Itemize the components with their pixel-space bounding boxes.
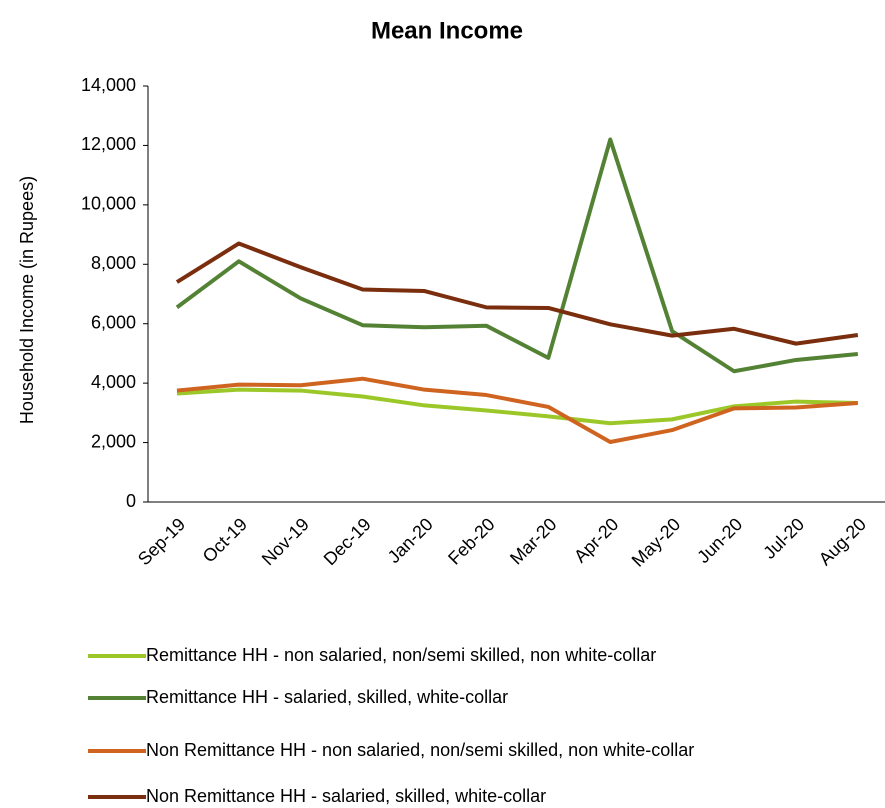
y-tick-label: 10,000 [81, 194, 136, 214]
y-tick-label: 12,000 [81, 134, 136, 154]
x-tick-label: Jan-20 [384, 514, 437, 567]
y-tick-label: 4,000 [91, 372, 136, 392]
x-tick-label: Aug-20 [815, 514, 870, 569]
x-tick-label: Nov-19 [258, 514, 313, 569]
series-line [176, 376, 858, 444]
legend-label: Non Remittance HH - salaried, skilled, w… [146, 786, 546, 806]
y-tick-label: 8,000 [91, 253, 136, 273]
chart-title: Mean Income [371, 17, 523, 44]
series-line [176, 387, 858, 426]
x-tick-label: Apr-20 [570, 514, 622, 566]
y-tick-label: 2,000 [91, 431, 136, 451]
legend-label: Remittance HH - salaried, skilled, white… [146, 687, 508, 707]
legend-label: Non Remittance HH - non salaried, non/se… [146, 740, 694, 760]
y-tick-label: 14,000 [81, 75, 136, 95]
x-tick-label: Jul-20 [759, 514, 808, 563]
x-tick-label: Feb-20 [444, 514, 498, 568]
x-tick-label: Oct-19 [199, 514, 251, 566]
x-tick-label: Dec-19 [320, 514, 375, 569]
series-line [175, 241, 859, 346]
x-tick-label: May-20 [628, 514, 685, 571]
y-tick-label: 6,000 [91, 312, 136, 332]
x-tick-label: Jun-20 [693, 514, 746, 567]
y-tick-label: 0 [126, 491, 136, 511]
legend-label: Remittance HH - non salaried, non/semi s… [146, 645, 656, 665]
x-tick-label: Sep-19 [134, 514, 189, 569]
x-tick-label: Mar-20 [506, 514, 560, 568]
series-line [175, 137, 859, 374]
y-axis-label: Household Income (in Rupees) [17, 176, 37, 424]
